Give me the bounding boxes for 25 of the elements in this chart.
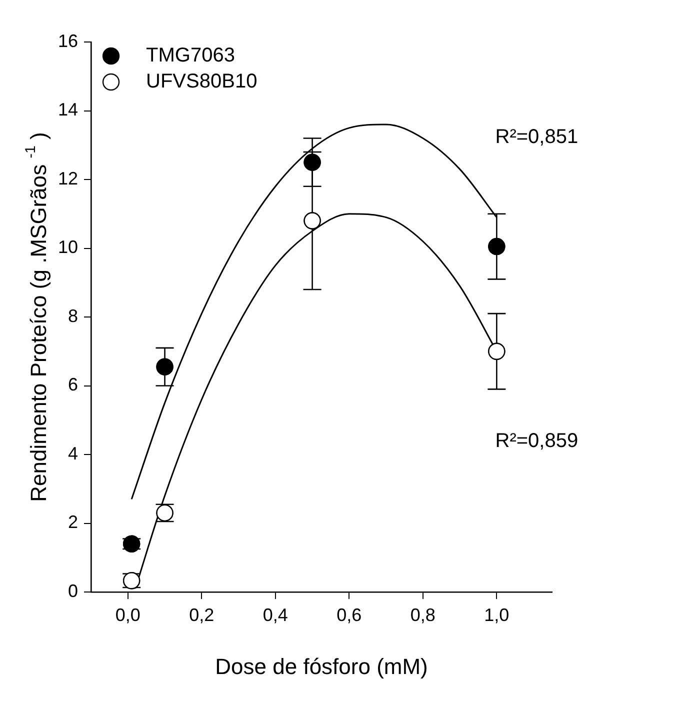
y-tick-label: 8 (68, 306, 78, 326)
x-axis-title: Dose de fósforo (mM) (215, 654, 428, 679)
y-tick-label: 14 (58, 100, 78, 120)
y-tick-label: 10 (58, 237, 78, 258)
x-tick-label: 0,4 (262, 604, 288, 625)
x-tick-label: 1,0 (484, 604, 510, 625)
legend-label: UFVS80B10 (146, 70, 258, 93)
point (304, 154, 321, 171)
annotation: R²=0,851 (495, 126, 578, 148)
y-tick-label: 6 (68, 374, 78, 395)
y-tick-label: 0 (68, 580, 78, 601)
point (156, 358, 174, 376)
legend-label: TMG7063 (146, 44, 235, 67)
x-tick-label: 0,8 (410, 604, 436, 625)
y-axis-title: Rendimento Proteíco (g .MSGrãos -1 ) (23, 132, 52, 502)
x-tick-label: 0,0 (115, 604, 140, 625)
y-tick-label: 12 (58, 168, 78, 188)
x-tick-label: 0,6 (336, 604, 362, 625)
point (488, 238, 506, 256)
y-tick-label: 2 (68, 512, 78, 532)
point (122, 535, 140, 552)
x-tick-label: 0,2 (189, 604, 214, 625)
y-tick-label: 4 (68, 443, 78, 464)
annotation: R²=0,859 (495, 430, 578, 452)
y-tick-label: 16 (58, 30, 78, 51)
